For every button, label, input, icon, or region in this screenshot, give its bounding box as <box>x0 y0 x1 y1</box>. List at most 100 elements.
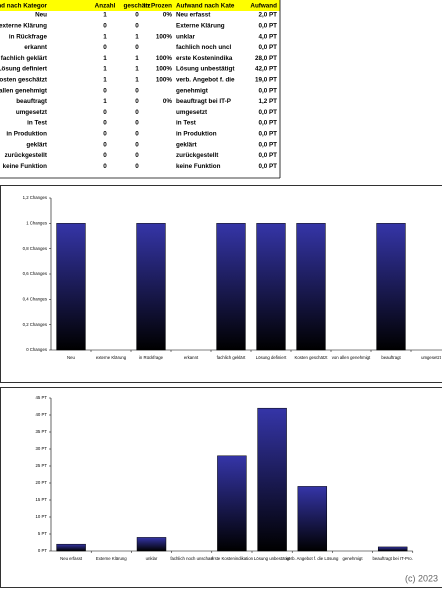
table-cell: 1 <box>135 76 139 83</box>
table-cell: umgesetzt <box>16 109 48 116</box>
table-cell: in Test <box>27 120 48 127</box>
bar <box>376 223 406 351</box>
table-cell: beauftragt bei IT-P <box>176 98 231 105</box>
copyright: (c) 2023 <box>405 573 438 583</box>
table-cell: 0,0 PT <box>258 109 277 116</box>
x-tick-label: Kosten geschätzt <box>295 355 329 360</box>
header-cell: geschätz <box>124 3 151 10</box>
table-cell: fachlich geklärt <box>1 55 48 62</box>
x-tick-label: fachlich geklärt <box>217 355 246 360</box>
table-cell: 4,0 PT <box>258 33 277 40</box>
table-cell: 0 <box>135 12 139 19</box>
x-tick-label: beauftragt bei IT-Pro. <box>373 556 413 561</box>
table-cell: 0,0 PT <box>258 120 277 127</box>
table-cell: Kosten geschätzt <box>0 76 48 83</box>
table-cell: 1 <box>103 12 107 19</box>
y-tick-label: 25 PT <box>36 463 48 468</box>
x-tick-label: fachlich noch unscharf <box>170 556 214 561</box>
y-tick-label: 1,2 Changes <box>23 195 47 200</box>
table-cell: 0,0 PT <box>258 44 277 51</box>
table-cell: 0 <box>135 130 139 137</box>
table-cell: 0,0 PT <box>258 22 277 29</box>
table-cell: Neu erfasst <box>176 12 211 19</box>
table-cell: 1 <box>135 33 139 40</box>
table-cell: Neu <box>35 12 47 19</box>
table-cell: 42,0 PT <box>255 66 277 73</box>
table-cell: Lösung unbestätigt <box>176 66 235 73</box>
table-cell: 0% <box>163 98 173 105</box>
table-cell: geklärt <box>176 141 198 148</box>
table-cell: 0 <box>103 141 107 148</box>
chart: 0 Changes 0,2 Changes 0,4 Changes 0,6 Chang… <box>23 195 442 360</box>
table-cell: 0,0 PT <box>258 130 277 137</box>
header-bar <box>0 0 280 11</box>
header-cell: Aufwand <box>250 3 277 10</box>
y-tick-label: 40 PT <box>36 412 48 417</box>
x-tick-label: erste Kostenindikation <box>211 556 254 561</box>
table-cell: 1 <box>103 33 107 40</box>
bar <box>136 223 166 351</box>
table-cell: Externe Klärung <box>176 22 225 29</box>
table-cell: 0 <box>103 130 107 137</box>
table-cell: 0 <box>103 163 107 170</box>
y-tick-label: 20 PT <box>36 480 48 485</box>
table-cell: Lösung definiert <box>0 66 48 73</box>
x-tick-label: erkannt <box>184 355 199 360</box>
bar <box>297 486 328 552</box>
table-cell: 2,0 PT <box>258 12 277 19</box>
table-cell: 0 <box>103 87 107 94</box>
x-tick-label: Lösung definiert <box>256 355 287 360</box>
table-cell: 100% <box>156 55 173 62</box>
table-cell: 0,0 PT <box>258 152 277 159</box>
table-cell: von allen genehmigt <box>0 87 48 94</box>
table-cell: 0 <box>135 22 139 29</box>
table-cell: 100% <box>156 66 173 73</box>
x-tick-label: genehmigt <box>342 556 363 561</box>
table-cell: 0% <box>163 12 173 19</box>
table-cell: 0 <box>135 109 139 116</box>
y-tick-label: 5 PT <box>38 531 47 536</box>
table-cell: 0,0 PT <box>258 141 277 148</box>
table-cell: 0,0 PT <box>258 163 277 170</box>
chart: 0 PT 5 PT 10 PT 15 PT 20 PT 25 PT 30 PT 35 PT 40… <box>36 395 414 561</box>
table-cell: fachlich noch uncl <box>176 44 232 51</box>
table-cell: erkannt <box>24 44 48 51</box>
table-cell: 0 <box>135 152 139 159</box>
table-cell: unklar <box>176 33 195 40</box>
x-tick-label: Neu erfasst <box>60 556 83 561</box>
table-cell: 0 <box>135 98 139 105</box>
table-cell: 1,2 PT <box>258 98 277 105</box>
table-cell: 0 <box>135 141 139 148</box>
bar <box>216 223 246 351</box>
table-cell: in Produktion <box>6 130 47 137</box>
x-tick-label: unklar <box>146 556 158 561</box>
bar <box>256 223 286 351</box>
table-cell: 19,0 PT <box>255 76 277 83</box>
x-tick-label: Lösung unbestätigt <box>254 556 291 561</box>
bar <box>377 546 408 552</box>
header-cell: Aufwand nach Kate <box>176 3 235 10</box>
table-cell: 0 <box>103 44 107 51</box>
table-cell: in Produktion <box>176 130 217 137</box>
table-cell: erste Kostenindika <box>176 55 233 62</box>
bar <box>56 223 86 351</box>
table-cell: 0 <box>103 152 107 159</box>
table-cell: 0 <box>103 22 107 29</box>
table-cell: 0 <box>103 120 107 127</box>
y-tick-label: 1 Changes <box>26 220 47 225</box>
table-cell: 1 <box>103 76 107 83</box>
y-tick-label: 45 PT <box>36 395 48 400</box>
y-tick-label: 0,2 Changes <box>23 322 47 327</box>
bar <box>257 407 287 552</box>
table-cell: 0 <box>135 163 139 170</box>
table-cell: in Rückfrage <box>9 33 48 40</box>
x-tick-label: externe Klärung <box>96 355 127 360</box>
table-cell: 0 <box>103 109 107 116</box>
table-cell: umgesetzt <box>176 109 208 116</box>
table-cell: 100% <box>156 33 173 40</box>
table-cell: zurückgestellt <box>5 152 48 159</box>
x-tick-label: beauftragt <box>381 355 401 360</box>
table-cell: externe Klärung <box>0 22 47 29</box>
x-tick-label: umgesetzt <box>421 355 442 360</box>
